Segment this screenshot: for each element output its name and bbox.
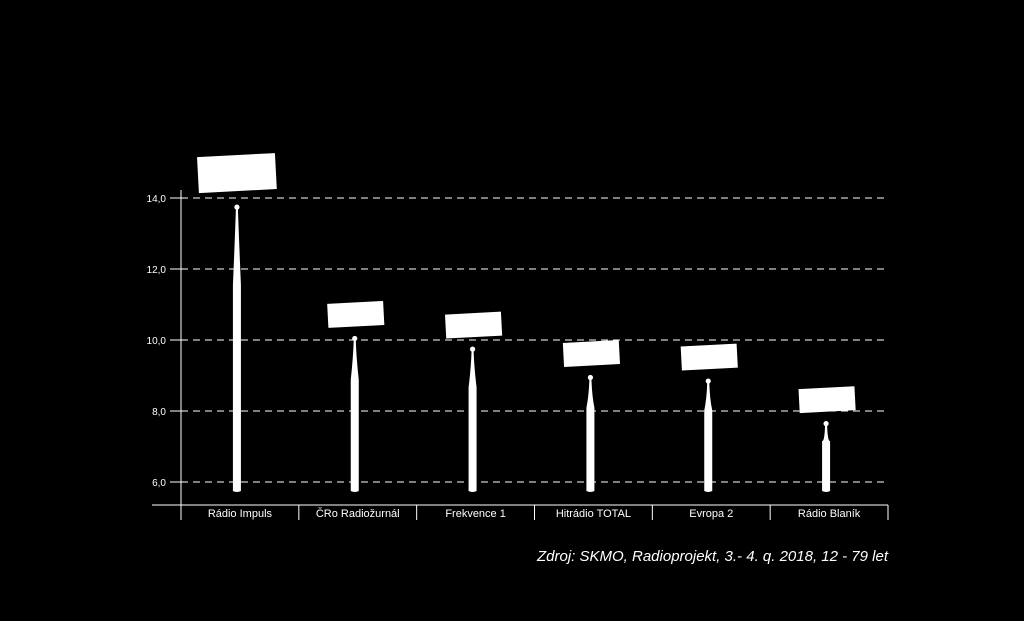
- y-tick-label: 12,0: [147, 265, 167, 276]
- value-label-box: [680, 343, 738, 371]
- source-note: Zdroj: SKMO, Radioprojekt, 3.- 4. q. 201…: [536, 548, 888, 565]
- bars: [197, 153, 856, 492]
- grid-lines: [181, 197, 888, 483]
- bar: [586, 378, 595, 492]
- bar-cap: [469, 346, 476, 352]
- x-axis: Rádio Impuls ČRo Radiožurnál Frekvence 1 Hi…: [152, 504, 889, 520]
- x-tick-label: Hitrádio TOTAL: [556, 508, 631, 520]
- bar-cap: [234, 204, 240, 210]
- y-tick-label: 6,0: [152, 478, 166, 489]
- bar: [704, 382, 713, 492]
- bar: [468, 350, 477, 492]
- y-tick-label: 8,0: [152, 407, 166, 418]
- x-tick-label: ČRo Radiožurnál: [316, 507, 400, 520]
- bar: [232, 208, 241, 492]
- x-tick-label: Frekvence 1: [445, 508, 506, 520]
- bar-cap: [352, 335, 358, 342]
- x-tick-label: Rádio Blaník: [798, 508, 861, 520]
- bar-cap: [587, 374, 594, 381]
- value-label-box: [327, 301, 385, 328]
- x-tick-label: Evropa 2: [689, 508, 733, 520]
- bar: [350, 339, 359, 492]
- y-tick-label: 10,0: [147, 336, 167, 347]
- bar: [822, 424, 831, 492]
- bar-cap: [705, 378, 711, 384]
- value-label-box: [444, 311, 503, 339]
- y-axis: 6,0 8,0 10,0 12,0 14,0: [147, 190, 182, 520]
- x-tick-label: Rádio Impuls: [208, 508, 273, 520]
- y-tick-label: 14,0: [147, 194, 167, 205]
- value-label-box: [562, 340, 621, 367]
- value-label-box: [197, 153, 277, 194]
- value-label-box: [798, 386, 856, 414]
- bar-cap: [823, 421, 829, 427]
